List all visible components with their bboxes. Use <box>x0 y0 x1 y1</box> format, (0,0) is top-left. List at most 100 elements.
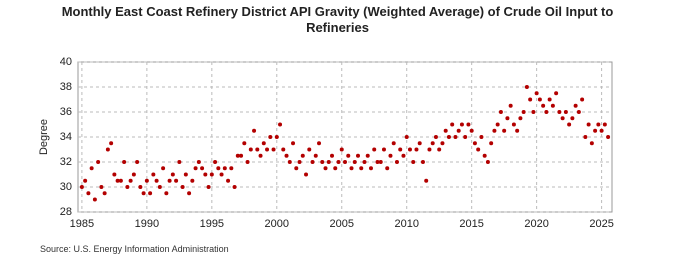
data-point <box>125 185 130 189</box>
data-point <box>485 160 490 164</box>
data-point <box>157 185 162 189</box>
data-point <box>190 178 195 183</box>
data-point <box>388 153 393 158</box>
data-point <box>550 103 555 108</box>
x-tick-label: 2015 <box>459 218 483 230</box>
data-point <box>469 128 474 133</box>
data-point <box>79 185 84 189</box>
data-point <box>239 153 244 158</box>
data-point <box>589 141 594 146</box>
data-point <box>602 122 607 127</box>
data-point <box>115 178 120 183</box>
data-point <box>381 147 386 152</box>
x-tick-label: 2025 <box>589 218 613 230</box>
data-point <box>109 141 114 146</box>
data-point <box>411 160 416 164</box>
data-point <box>226 178 231 183</box>
data-point <box>284 153 289 158</box>
data-point <box>274 135 279 139</box>
data-point <box>492 128 497 133</box>
data-point <box>443 128 448 133</box>
data-point <box>86 191 91 196</box>
data-point <box>141 191 146 196</box>
data-point <box>261 141 266 146</box>
data-point <box>476 147 481 152</box>
data-point <box>268 135 273 139</box>
x-tick-label: 1990 <box>135 218 159 230</box>
data-point <box>99 185 104 189</box>
data-point <box>209 172 214 177</box>
data-point <box>515 128 520 133</box>
data-point <box>102 191 107 196</box>
data-point <box>489 141 494 146</box>
data-point <box>606 135 611 139</box>
data-point <box>278 122 283 127</box>
data-point <box>479 135 484 139</box>
data-point <box>193 166 198 171</box>
data-point <box>362 160 367 164</box>
chart-title: Monthly East Coast Refinery District API… <box>61 4 614 35</box>
data-point <box>596 122 601 127</box>
data-point <box>154 178 159 183</box>
data-point <box>313 153 318 158</box>
data-point <box>281 147 286 152</box>
data-point <box>291 141 296 146</box>
data-point <box>368 166 373 171</box>
data-point <box>206 185 211 189</box>
data-point <box>333 166 338 171</box>
data-point <box>398 147 403 152</box>
data-point <box>105 147 110 152</box>
data-point <box>573 103 578 108</box>
data-point <box>294 166 299 171</box>
y-axis-label: Degree <box>38 119 50 155</box>
data-point <box>576 110 581 114</box>
source-note: Source: U.S. Energy Information Administ… <box>40 244 229 254</box>
data-point <box>482 153 487 158</box>
x-tick-label: 2010 <box>394 218 418 230</box>
data-point <box>161 166 166 171</box>
data-point <box>430 141 435 146</box>
data-point <box>222 166 227 171</box>
data-point <box>404 135 409 139</box>
data-point <box>391 141 396 146</box>
data-point <box>138 185 143 189</box>
data-point <box>131 172 136 177</box>
data-point <box>252 128 257 133</box>
data-point <box>271 147 276 152</box>
data-point <box>563 110 568 114</box>
data-point <box>235 153 240 158</box>
data-point <box>83 178 88 183</box>
data-point <box>544 110 549 114</box>
y-tick-label: 28 <box>60 206 72 218</box>
data-point <box>537 97 542 102</box>
y-tick-label: 40 <box>60 56 72 68</box>
data-point <box>593 128 598 133</box>
data-point <box>567 122 572 127</box>
data-point <box>557 110 562 114</box>
data-point <box>89 166 94 171</box>
data-point <box>446 135 451 139</box>
data-point <box>459 122 464 127</box>
data-point <box>248 147 253 152</box>
data-point <box>326 160 331 164</box>
y-tick-label: 36 <box>60 106 72 118</box>
data-point <box>508 103 513 108</box>
data-point <box>541 103 546 108</box>
data-point <box>560 116 565 121</box>
data-point <box>511 122 516 127</box>
data-point <box>359 166 364 171</box>
data-point <box>187 191 192 196</box>
data-point <box>265 147 270 152</box>
data-point <box>200 166 205 171</box>
data-point <box>518 116 523 121</box>
data-point <box>463 135 468 139</box>
data-point <box>177 160 182 164</box>
y-tick-label: 32 <box>60 156 72 168</box>
data-point <box>528 97 533 102</box>
data-point <box>349 166 354 171</box>
x-tick-label: 2000 <box>265 218 289 230</box>
data-point <box>401 153 406 158</box>
data-point <box>148 191 153 196</box>
data-point <box>144 178 149 183</box>
data-point <box>547 97 552 102</box>
